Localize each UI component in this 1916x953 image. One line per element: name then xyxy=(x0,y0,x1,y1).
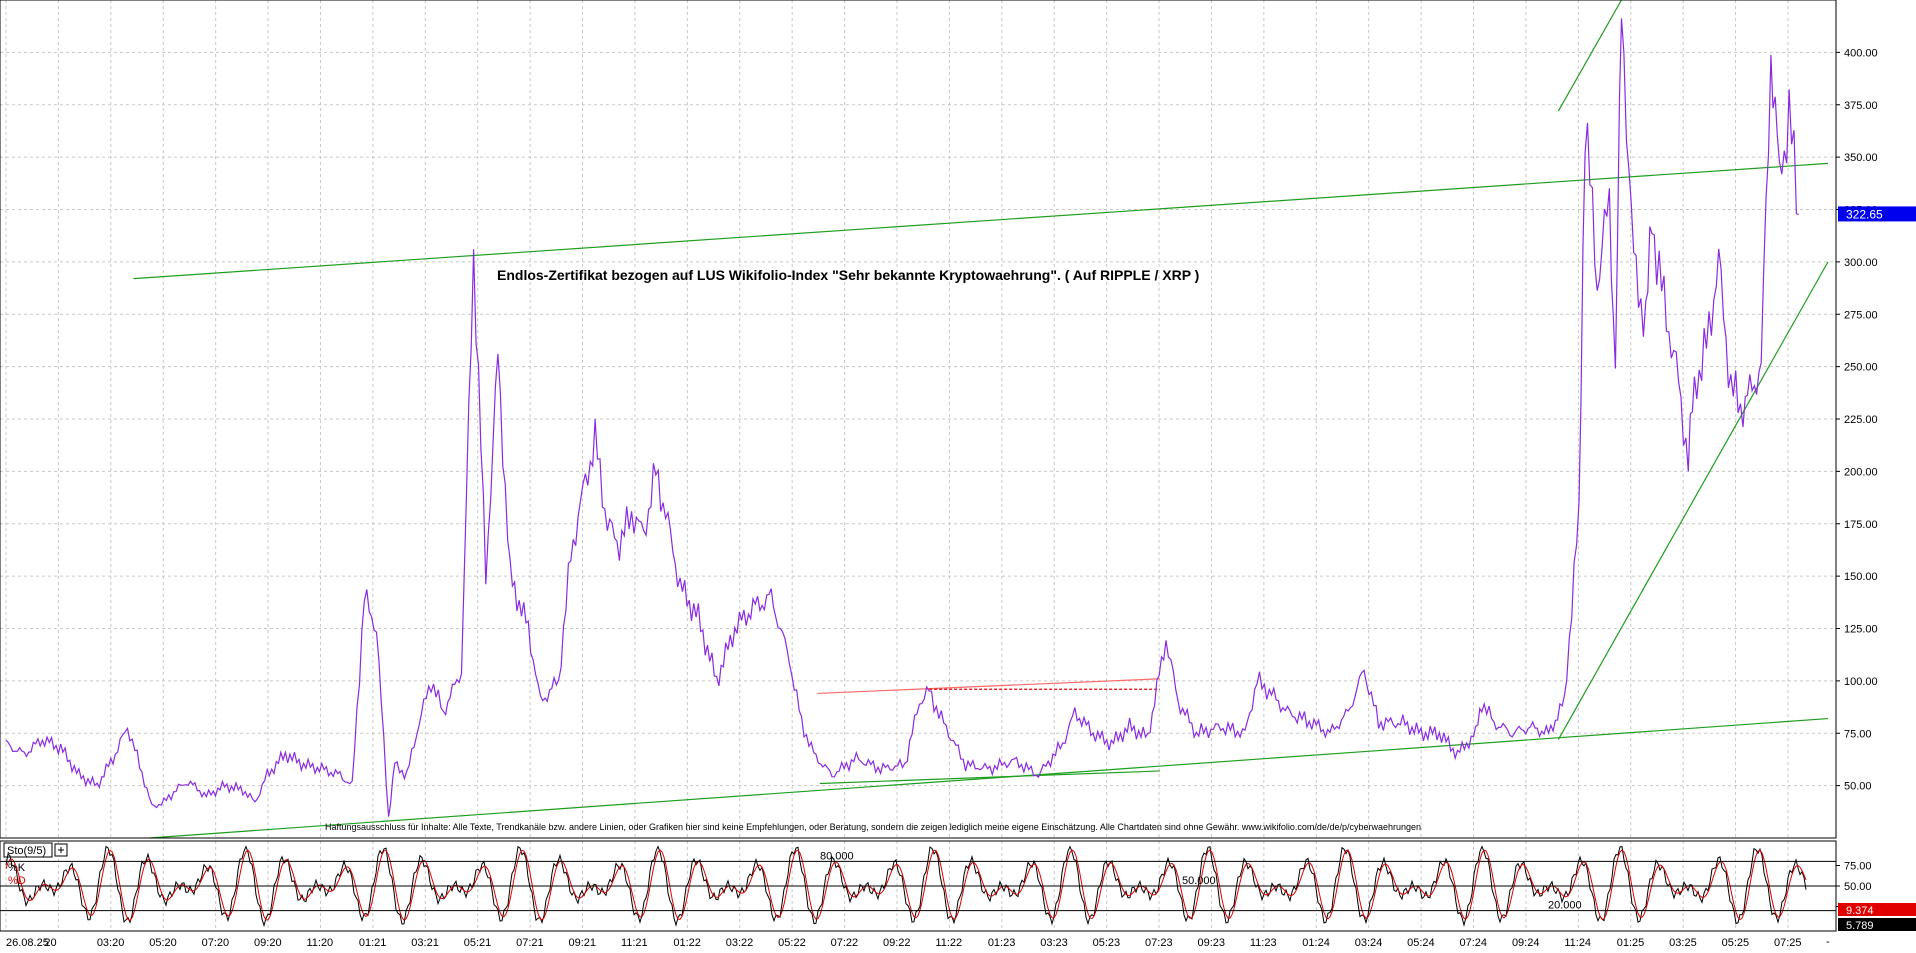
stochastic-d-value: 5.789 xyxy=(1846,920,1874,932)
x-tick-label: 11:20 xyxy=(306,937,333,948)
stochastic-label-box xyxy=(3,842,53,858)
x-tick-label: 01:22 xyxy=(673,937,701,948)
trend-line-spike-line xyxy=(1557,0,1623,112)
trend-line-resistance xyxy=(817,678,1160,695)
stochastic-k-value: 9.374 xyxy=(1846,905,1874,917)
x-tick-label: 09:21 xyxy=(569,937,597,948)
x-tick-label: 20 xyxy=(44,937,56,948)
y-tick-label: 300.00 xyxy=(1844,257,1878,269)
price-series-line xyxy=(5,18,1799,817)
y-tick-label: 225.00 xyxy=(1844,414,1878,426)
x-tick-label: 03:25 xyxy=(1669,937,1697,948)
x-tick-label: 01:24 xyxy=(1302,937,1330,948)
x-tick-label: 05:22 xyxy=(778,937,806,948)
x-tick-label: 07:22 xyxy=(831,937,859,948)
x-tick-label: 05:24 xyxy=(1407,937,1435,948)
x-tick-label: 07:23 xyxy=(1145,937,1173,948)
y-tick-label: 100.00 xyxy=(1844,676,1878,688)
trend-line-upper-channel xyxy=(133,162,1829,280)
stochastic-y-tick-label: 50.00 xyxy=(1844,881,1872,893)
x-tick-label: 01:21 xyxy=(359,937,387,948)
x-tick-label: 26.08.25 xyxy=(6,937,49,948)
x-tick-label: 07:25 xyxy=(1774,937,1802,948)
last-price-marker: 322.65 xyxy=(1838,206,1916,222)
stochastic-level-label: 50.000 xyxy=(1182,875,1216,887)
x-tick-label: 11:22 xyxy=(935,937,962,948)
x-tick-label: 05:25 xyxy=(1722,937,1750,948)
x-tick-label: 09:22 xyxy=(883,937,911,948)
y-tick-label: 175.00 xyxy=(1844,519,1878,531)
stochastic-level-label: 20.000 xyxy=(1548,900,1582,912)
expand-icon[interactable] xyxy=(54,843,68,857)
x-tick-label: 03:21 xyxy=(411,937,439,948)
y-tick-label: 150.00 xyxy=(1844,571,1878,583)
x-tick-label: 05:20 xyxy=(149,937,177,948)
stochastic-y-tick-label: 75.00 xyxy=(1844,861,1872,873)
x-tick-label: 07:21 xyxy=(516,937,544,948)
stochastic-level-label: 80.000 xyxy=(820,850,854,862)
x-tick-label: 09:24 xyxy=(1512,937,1540,948)
disclaimer-text: Haftungsausschluss für Inhalte: Alle Tex… xyxy=(325,822,1421,832)
trend-line-steep-rise xyxy=(1557,261,1829,740)
trend-line-support-short xyxy=(819,770,1160,785)
y-tick-label: 50.00 xyxy=(1844,781,1872,793)
y-tick-label: 275.00 xyxy=(1844,309,1878,321)
y-tick-label: 250.00 xyxy=(1844,362,1878,374)
stochastic-k-box xyxy=(1838,918,1916,931)
x-tick-label: 07:24 xyxy=(1460,937,1488,948)
x-tick-label: 01:25 xyxy=(1617,937,1645,948)
stochastic-d-box xyxy=(1838,903,1916,916)
stochastic-label: Sto(9/5) xyxy=(7,845,46,857)
trend-lines xyxy=(133,0,1829,839)
x-tick-label: 07:20 xyxy=(202,937,230,948)
x-tick-label: 03:20 xyxy=(97,937,125,948)
x-tick-label: 01:23 xyxy=(988,937,1016,948)
x-tick-label: 09:23 xyxy=(1197,937,1225,948)
x-tick-label: 03:23 xyxy=(1040,937,1068,948)
last-price-box xyxy=(1838,206,1916,222)
y-tick-label: 375.00 xyxy=(1844,100,1878,112)
x-tick-label: 03:24 xyxy=(1355,937,1383,948)
trend-line-lower-channel xyxy=(149,717,1829,839)
y-tick-label: 125.00 xyxy=(1844,624,1878,636)
y-tick-label: 350.00 xyxy=(1844,152,1878,164)
stochastic-last-values: 9.374 5.789 xyxy=(1838,903,1916,932)
x-tick-label: 11:24 xyxy=(1564,937,1591,948)
last-price-label: 322.65 xyxy=(1846,207,1883,221)
x-tick-label: 03:22 xyxy=(726,937,754,948)
x-tick-label: 05:23 xyxy=(1093,937,1121,948)
stochastic-d-line xyxy=(5,849,1807,922)
x-tick-label: 11:23 xyxy=(1250,937,1277,948)
x-tick-label: 09:20 xyxy=(254,937,282,948)
y-tick-label: 400.00 xyxy=(1844,47,1878,59)
scroll-dash[interactable]: - xyxy=(1826,936,1830,948)
y-tick-label: 200.00 xyxy=(1844,466,1878,478)
x-tick-label: 11:21 xyxy=(621,937,648,948)
chart-title: Endlos-Zertifikat bezogen auf LUS Wikifo… xyxy=(497,267,1199,283)
y-tick-label: 75.00 xyxy=(1844,728,1872,740)
stochastic-level-labels: 80.000 50.000 20.000 xyxy=(0,850,1836,912)
x-tick-label: 05:21 xyxy=(464,937,492,948)
